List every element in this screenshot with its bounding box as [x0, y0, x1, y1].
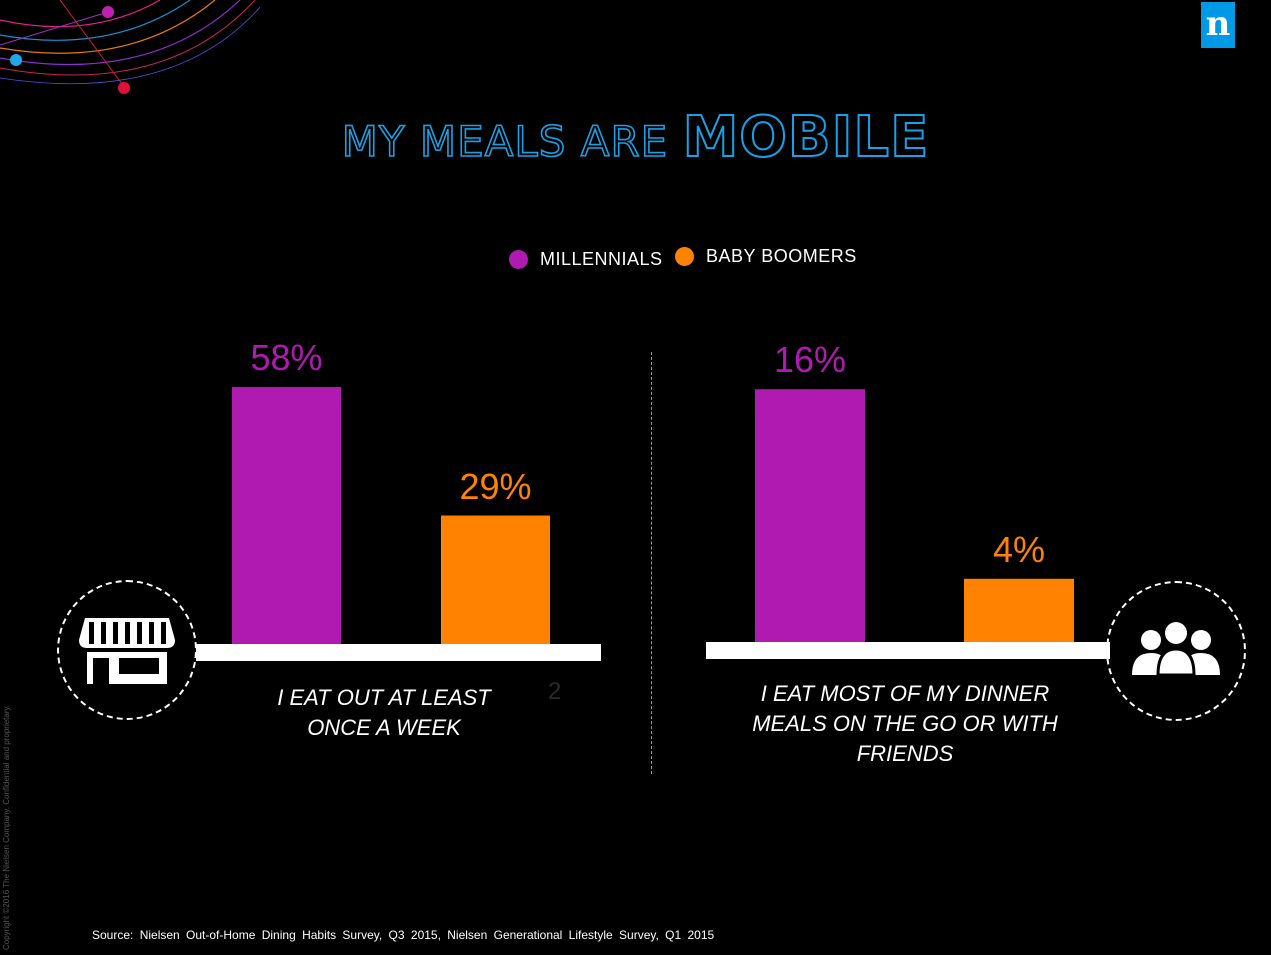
legend-swatch-baby-boomers — [675, 246, 694, 266]
data-label-baby-boomers: 29% — [459, 465, 532, 507]
nielsen-logo: n — [1201, 2, 1235, 48]
legend-swatch-millennials — [509, 249, 528, 269]
source-note: Source: Nielsen Out-of-Home Dining Habit… — [92, 928, 715, 942]
caption-line: FRIENDS — [856, 741, 954, 766]
copyright-notice: Copyright ©2016 The Nielsen Company. Con… — [2, 704, 11, 950]
group-of-people-icon-circle — [1106, 581, 1246, 721]
caption-dinner-on-the-go: I EAT MOST OF MY DINNER MEALS ON THE GO … — [730, 679, 1080, 769]
caption-line: I EAT MOST OF MY DINNER — [760, 681, 1050, 706]
title-part-1: MY MEALS ARE — [341, 116, 683, 167]
title-part-2: MOBILE — [682, 104, 930, 171]
caption-line: MEALS ON THE GO OR WITH — [752, 711, 1058, 736]
storefront-icon-circle — [57, 580, 197, 720]
data-label-millennials: 58% — [250, 337, 323, 379]
legend-item-baby-boomers: BABY BOOMERS — [675, 243, 857, 269]
baseline — [706, 642, 1110, 659]
bar-millennials — [232, 387, 341, 644]
stray-mark: 2 — [548, 678, 562, 705]
bar-millennials — [755, 389, 865, 642]
chart-eat-out — [196, 387, 601, 661]
chart-dinner-on-the-go — [706, 389, 1110, 659]
caption-line: I EAT OUT AT LEAST — [277, 685, 491, 710]
page-title: MY MEALS ARE MOBILE — [0, 104, 1271, 171]
decorative-arcs-graphic — [0, 0, 260, 94]
legend-label: MILLENNIALS — [540, 248, 663, 269]
legend-label: BABY BOOMERS — [706, 245, 857, 266]
baseline — [196, 644, 601, 661]
caption-eat-out: I EAT OUT AT LEAST ONCE A WEEK — [234, 683, 534, 743]
data-label-millennials: 16% — [773, 339, 847, 381]
storefront-icon — [79, 618, 175, 684]
bar-baby-boomers — [964, 578, 1074, 642]
legend-item-millennials: MILLENNIALS — [509, 246, 663, 272]
bar-baby-boomers — [441, 515, 550, 644]
data-label-baby-boomers: 4% — [992, 528, 1046, 570]
group-of-people-icon — [1132, 622, 1220, 677]
chart-divider — [651, 352, 652, 774]
caption-line: ONCE A WEEK — [307, 715, 461, 740]
